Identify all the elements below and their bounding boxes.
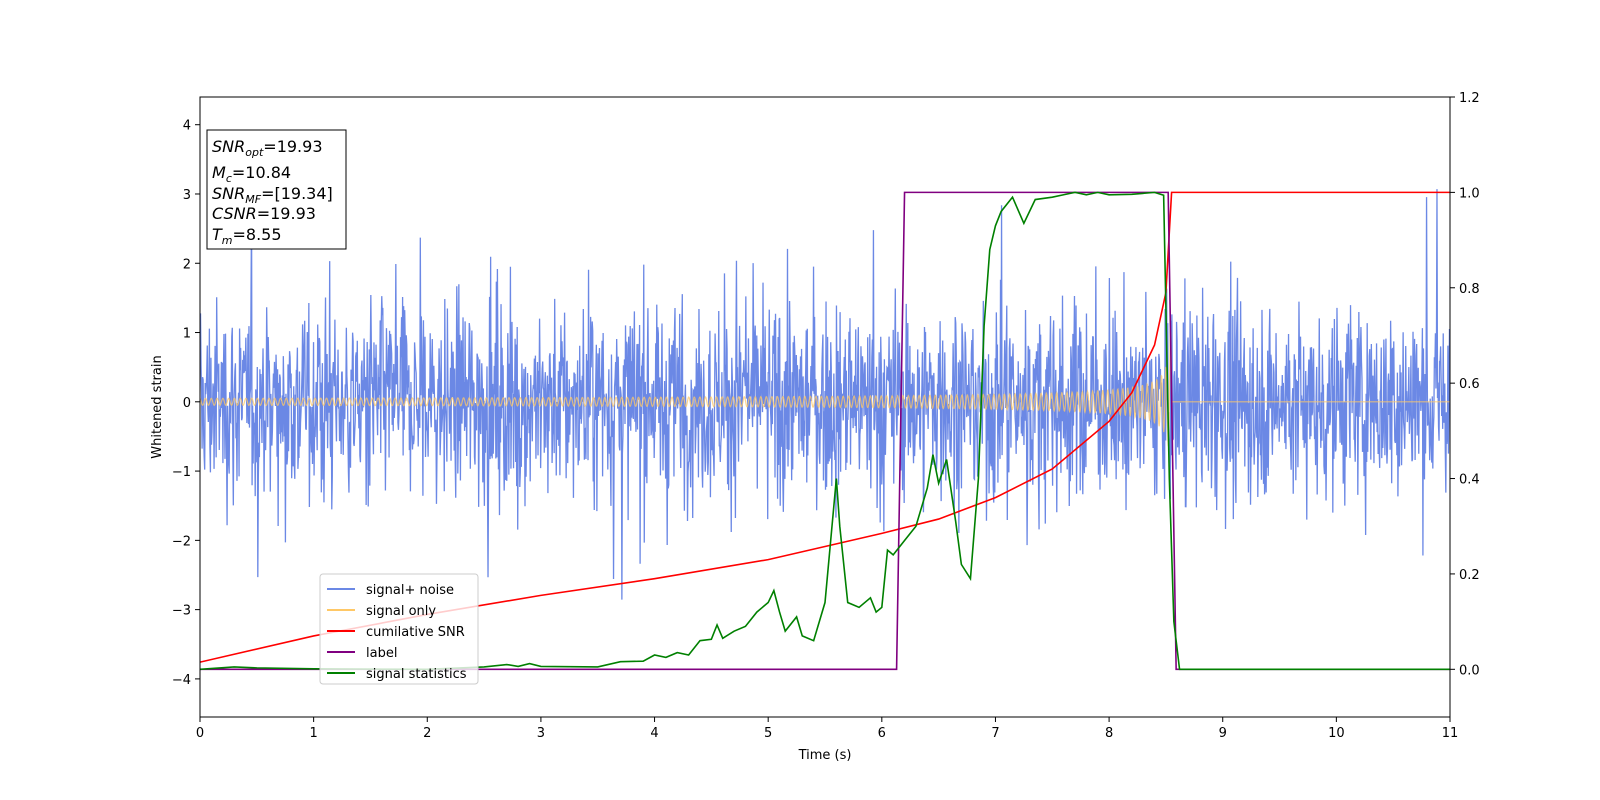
x-tick-label: 6 xyxy=(878,726,886,741)
legend: signal+ noise signal only cumilative SNR la… xyxy=(319,573,479,685)
x-tick-label: 0 xyxy=(196,726,204,741)
x-tick-label: 9 xyxy=(1219,726,1227,741)
x-tick-label: 7 xyxy=(991,726,999,741)
x-tick-label: 5 xyxy=(764,726,772,741)
y-tick-label: 0 xyxy=(183,396,191,411)
info-tm: Tm=8.55 xyxy=(212,225,282,247)
info-box: SNRopt=19.93 Mc=10.84 SNRMF=[19.34] CSNR… xyxy=(206,129,347,250)
y2-tick-label: 0.8 xyxy=(1459,282,1480,297)
info-snr-opt: SNRopt=19.93 xyxy=(212,137,323,159)
plot-frame xyxy=(199,96,1451,718)
series-signal-statistics xyxy=(200,191,1450,671)
x-tick-label: 4 xyxy=(650,726,658,741)
info-snr-mf: SNRMF=[19.34] xyxy=(212,184,333,206)
y2-tick-label: 1.0 xyxy=(1459,186,1480,201)
info-csnr: CSNR=19.93 xyxy=(212,204,316,223)
series-signal-only xyxy=(200,330,1450,447)
y-tick-label: −2 xyxy=(172,534,191,549)
legend-label: signal statistics xyxy=(366,667,467,682)
info-mc: Mc=10.84 xyxy=(212,163,291,185)
y-tick-label: −1 xyxy=(172,465,191,480)
y2-tick-label: 0.4 xyxy=(1459,473,1480,488)
legend-frame xyxy=(319,573,479,685)
y-tick-label: 4 xyxy=(183,119,191,134)
x-tick-label: 10 xyxy=(1328,726,1345,741)
y-tick-label: 3 xyxy=(183,188,191,203)
info-box-frame xyxy=(206,129,347,250)
y-tick-label: 1 xyxy=(183,327,191,342)
legend-label: signal+ noise xyxy=(366,583,454,598)
x-axis-label: Time (s) xyxy=(798,748,852,763)
y2-tick-label: 1.2 xyxy=(1459,91,1480,106)
plot-series xyxy=(200,189,1450,671)
x-tick-label: 8 xyxy=(1105,726,1113,741)
x-tick-label: 2 xyxy=(423,726,431,741)
y-tick-label: −3 xyxy=(172,604,191,619)
y-axis-label: Whitened strain xyxy=(150,355,165,458)
legend-label: label xyxy=(366,646,397,661)
series-cumulative-snr xyxy=(200,191,1450,663)
legend-label: signal only xyxy=(366,604,436,619)
y-tick-label: 2 xyxy=(183,257,191,272)
y-tick-label: −4 xyxy=(172,673,191,688)
y2-tick-label: 0.6 xyxy=(1459,377,1480,392)
axis-ticks: 0 1 2 3 4 5 6 7 8 9 10 1143210−1−2−3−41.21.00.80.60… xyxy=(172,91,1480,741)
series-signal-plus-noise xyxy=(200,189,1450,600)
y2-tick-label: 0.2 xyxy=(1459,568,1480,583)
x-tick-label: 1 xyxy=(309,726,317,741)
x-tick-label: 11 xyxy=(1442,726,1459,741)
x-tick-label: 3 xyxy=(537,726,545,741)
legend-label: cumilative SNR xyxy=(366,625,465,640)
y2-tick-label: 0.0 xyxy=(1459,663,1480,678)
